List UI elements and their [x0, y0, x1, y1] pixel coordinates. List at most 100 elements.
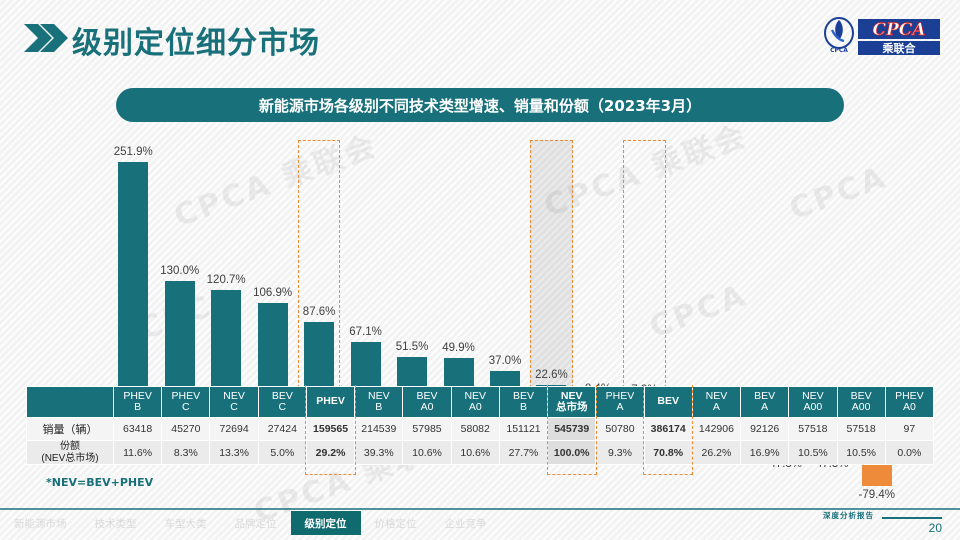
cell-sales: 58082	[450, 417, 500, 441]
table-row-share: 份额 (NEV总市场) 11.6% 8.3% 13.3% 5.0% 29.2% 39.3%…	[26, 440, 935, 465]
cell-share: 10.5%	[836, 440, 886, 465]
cell-share: 9.3%	[595, 440, 645, 465]
cell-share: 10.6%	[402, 440, 452, 465]
bar-value-label: 87.6%	[302, 305, 336, 318]
table-corner-cell	[26, 386, 114, 418]
col-header-line1: NEV	[705, 389, 728, 402]
footer-divider	[0, 508, 960, 510]
highlight-shade-nev-total	[530, 140, 573, 407]
cpca-logo: CPCA CPCA 乘联合	[822, 14, 942, 58]
cell-share: 5.0%	[257, 440, 307, 465]
col-header-PHEV: PHEV	[305, 386, 356, 418]
cell-sales: 27424	[257, 417, 307, 441]
cell-sales: 45270	[161, 417, 211, 441]
cell-sales: 92126	[740, 417, 790, 441]
col-header-BEV-A00: BEV A00	[836, 386, 886, 418]
col-header-PHEV-B: PHEV B	[112, 386, 163, 418]
col-header-line1: PHEV	[895, 389, 924, 402]
svg-text:乘联合: 乘联合	[882, 41, 917, 55]
footer-tab-0[interactable]: 新能源市场	[14, 517, 67, 530]
col-header-line1: PHEV	[123, 389, 152, 402]
col-header-line2: A00	[851, 401, 871, 413]
col-header-NEV-A: NEV A	[691, 386, 742, 418]
col-header-line2: B	[134, 401, 142, 413]
col-header-line1: PHEV	[605, 389, 635, 402]
bar-PHEV-B	[118, 162, 149, 407]
cell-share: 16.9%	[740, 440, 790, 465]
col-header-line1: PHEV	[171, 389, 201, 402]
table-row-sales: 销量（辆） 63418 45270 72694 27424 159565 214539 57…	[26, 417, 935, 441]
col-header-NEV-A00: NEV A00	[788, 386, 838, 418]
bar-value-label: 37.0%	[488, 355, 522, 367]
col-header-line1: BEV	[271, 389, 293, 402]
bar-value-label: 51.5%	[395, 340, 429, 353]
cell-share: 70.8%	[643, 440, 693, 465]
col-header-line2: C	[278, 401, 287, 413]
cell-share: 13.3%	[209, 440, 259, 465]
col-header-NEV-总市场: NEV 总市场	[547, 386, 597, 418]
row-label-sales: 销量（辆）	[26, 417, 114, 441]
cell-sales: 159565	[305, 417, 356, 441]
highlight-box-NEV-总市场	[530, 140, 573, 408]
cell-share: 29.2%	[305, 440, 356, 465]
table-header-row: PHEV B PHEV C NEV C BEV C PHEV NEV B BEV A0 NEV A0 BEV B…	[26, 386, 935, 418]
cell-sales: 50780	[595, 417, 645, 441]
col-header-BEV: BEV	[643, 386, 693, 418]
footer-tab-2[interactable]: 车型大类	[164, 517, 207, 530]
footer-tab-3[interactable]: 品牌定位	[234, 517, 277, 530]
col-header-NEV-A0: NEV A0	[450, 386, 500, 418]
col-header-BEV-B: BEV B	[498, 386, 549, 418]
cell-sales: 57518	[788, 417, 838, 441]
metrics-table: PHEV B PHEV C NEV C BEV C PHEV NEV B BEV A0 NEV A0 BEV B…	[26, 386, 935, 465]
cell-share: 10.6%	[450, 440, 500, 465]
cell-sales: 214539	[354, 417, 404, 441]
bar-value-label: 106.9%	[253, 287, 293, 300]
page-title: 级别定位细分市场	[72, 26, 320, 61]
col-header-NEV-B: NEV B	[354, 386, 404, 418]
cell-sales: 57518	[836, 417, 886, 441]
row-label-share-line2: (NEV总市场)	[41, 452, 99, 464]
col-header-line2: A00	[803, 401, 823, 413]
cell-share: 8.3%	[161, 440, 211, 465]
cell-sales: 72694	[209, 417, 259, 441]
col-header-line2: A0	[902, 401, 916, 413]
col-header-line1: BEV	[657, 395, 679, 408]
col-header-line2: A	[616, 401, 624, 413]
col-header-BEV-A: BEV A	[740, 386, 790, 418]
cell-share: 27.7%	[498, 440, 549, 465]
col-header-line2: B	[519, 401, 527, 413]
col-header-line1: PHEV	[316, 395, 345, 408]
cell-sales: 386174	[643, 417, 693, 441]
col-header-line1: NEV	[464, 389, 487, 402]
bar-value-label: 130.0%	[160, 264, 200, 277]
col-header-line1: BEV	[512, 389, 534, 402]
col-header-line1: NEV	[560, 389, 583, 402]
cell-share: 11.6%	[112, 440, 163, 465]
cell-sales: 63418	[112, 417, 163, 441]
row-label-share: 份额 (NEV总市场)	[26, 440, 114, 465]
col-header-line1: NEV	[802, 389, 824, 402]
svg-text:CPCA: CPCA	[830, 47, 848, 54]
footer-tab-6[interactable]: 企业竞争	[444, 517, 487, 530]
bar-value-label: -79.4%	[858, 489, 895, 502]
footer-tab-4[interactable]: 级别定位	[290, 511, 361, 535]
col-header-line1: BEV	[416, 389, 438, 402]
cell-share: 0.0%	[884, 440, 935, 465]
bar-value-label: 49.9%	[442, 342, 475, 355]
col-header-line2: C	[182, 401, 190, 413]
bar-PHEV-C	[164, 280, 195, 407]
col-header-NEV-C: NEV C	[209, 386, 259, 418]
highlight-box-PHEV	[297, 140, 341, 408]
col-header-PHEV-A: PHEV A	[595, 386, 645, 418]
data-table-wrapper: PHEV B PHEV C NEV C BEV C PHEV NEV B BEV A0 NEV A0 BEV B…	[26, 386, 935, 465]
bar-value-label: 120.7%	[206, 273, 246, 286]
cell-share: 10.5%	[788, 440, 838, 465]
col-header-line1: NEV	[367, 389, 390, 402]
footer-tab-5[interactable]: 价格定位	[374, 517, 417, 530]
bar-value-label: 22.6%	[535, 369, 568, 382]
double-chevron-icon	[22, 20, 68, 56]
bar-value-label: 251.9%	[113, 146, 153, 158]
footer-tab-1[interactable]: 技术类型	[94, 517, 137, 530]
footnote: *NEV=BEV+PHEV	[46, 476, 154, 489]
